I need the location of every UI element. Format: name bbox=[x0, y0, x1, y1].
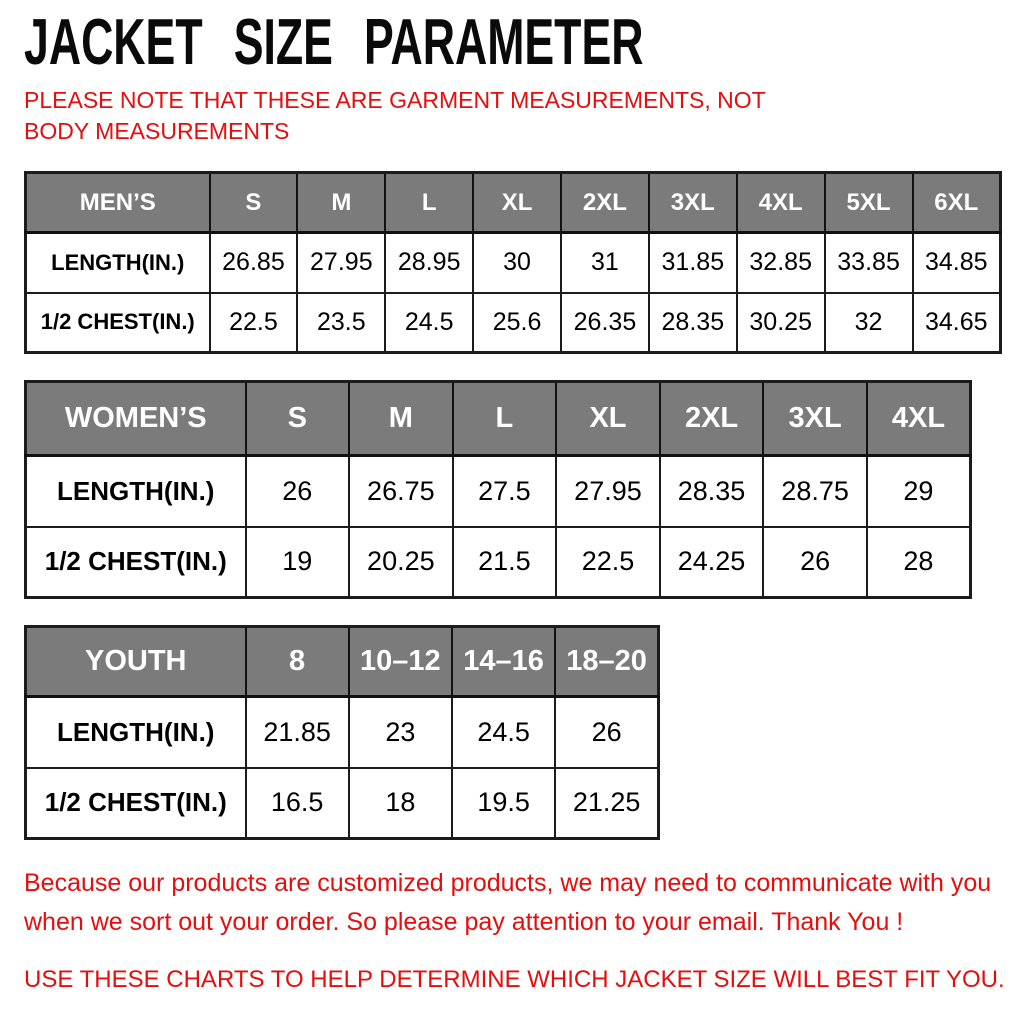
youth-length-row: LENGTH(IN.) 21.85 23 24.5 26 bbox=[24, 695, 660, 769]
womens-size-table: WOMEN’S S M L XL 2XL 3XL 4XL LENGTH(IN.)… bbox=[24, 380, 972, 600]
youth-length-value: 21.85 bbox=[244, 695, 350, 769]
mens-length-label: LENGTH(IN.) bbox=[24, 231, 211, 294]
chart-usage-instruction: USE THESE CHARTS TO HELP DETERMINE WHICH… bbox=[24, 965, 1005, 993]
mens-chest-value: 23.5 bbox=[296, 291, 387, 354]
youth-size-table: YOUTH 8 10–12 14–16 18–20 LENGTH(IN.) 21… bbox=[24, 625, 660, 841]
mens-length-value: 28.95 bbox=[384, 231, 475, 294]
womens-length-label: LENGTH(IN.) bbox=[24, 454, 247, 528]
womens-size-col-xl: XL bbox=[555, 380, 661, 458]
youth-table-title: YOUTH bbox=[24, 625, 247, 699]
mens-size-col-6xl: 6XL bbox=[911, 171, 1002, 235]
womens-size-col-3xl: 3XL bbox=[762, 380, 868, 458]
youth-chest-row: 1/2 CHEST(IN.) 16.5 18 19.5 21.25 bbox=[24, 766, 660, 840]
youth-length-value: 23 bbox=[347, 695, 454, 769]
mens-header-row: MEN’S S M L XL 2XL 3XL 4XL 5XL 6XL bbox=[24, 171, 1002, 235]
womens-size-col-4xl: 4XL bbox=[865, 380, 972, 458]
womens-length-value: 28.75 bbox=[762, 454, 868, 528]
youth-size-col-10-12: 10–12 bbox=[347, 625, 454, 699]
womens-chest-value: 22.5 bbox=[555, 525, 661, 599]
womens-chest-value: 20.25 bbox=[348, 525, 454, 599]
youth-chest-value: 18 bbox=[347, 766, 454, 840]
womens-length-value: 26 bbox=[244, 454, 351, 528]
page-title: JACKET SIZE PARAMETER bbox=[24, 6, 644, 79]
mens-length-value: 31.85 bbox=[647, 231, 738, 294]
womens-size-col-s: S bbox=[244, 380, 351, 458]
mens-chest-row: 1/2 CHEST(IN.) 22.5 23.5 24.5 25.6 26.35… bbox=[24, 291, 1002, 354]
womens-size-col-l: L bbox=[451, 380, 558, 458]
womens-length-value: 26.75 bbox=[348, 454, 454, 528]
mens-length-value: 31 bbox=[560, 231, 650, 294]
youth-chest-value: 19.5 bbox=[450, 766, 557, 840]
womens-chest-value: 21.5 bbox=[451, 525, 558, 599]
mens-chest-value: 30.25 bbox=[735, 291, 826, 354]
mens-chest-value: 22.5 bbox=[208, 291, 299, 354]
womens-header-row: WOMEN’S S M L XL 2XL 3XL 4XL bbox=[24, 380, 972, 458]
womens-chest-value: 24.25 bbox=[658, 525, 765, 599]
customization-notice: Because our products are customized prod… bbox=[24, 869, 992, 936]
womens-chest-value: 26 bbox=[762, 525, 868, 599]
youth-length-value: 24.5 bbox=[450, 695, 557, 769]
mens-length-row: LENGTH(IN.) 26.85 27.95 28.95 30 31 31.8… bbox=[24, 231, 1002, 294]
garment-measurement-note: PLEASE NOTE THAT THESE ARE GARMENT MEASU… bbox=[24, 87, 766, 145]
mens-size-col-3xl: 3XL bbox=[647, 171, 738, 235]
womens-size-col-m: M bbox=[348, 380, 454, 458]
mens-size-col-2xl: 2XL bbox=[560, 171, 650, 235]
womens-chest-label: 1/2 CHEST(IN.) bbox=[24, 525, 247, 599]
mens-size-col-4xl: 4XL bbox=[735, 171, 826, 235]
youth-chest-value: 16.5 bbox=[244, 766, 350, 840]
mens-length-value: 27.95 bbox=[296, 231, 387, 294]
mens-size-table: MEN’S S M L XL 2XL 3XL 4XL 5XL 6XL LENGT… bbox=[24, 171, 1002, 355]
youth-header-row: YOUTH 8 10–12 14–16 18–20 bbox=[24, 625, 660, 699]
mens-size-col-xl: XL bbox=[472, 171, 562, 235]
womens-length-value: 29 bbox=[865, 454, 972, 528]
mens-chest-label: 1/2 CHEST(IN.) bbox=[24, 291, 211, 354]
youth-length-value: 26 bbox=[554, 695, 660, 769]
mens-length-value: 33.85 bbox=[823, 231, 914, 294]
mens-length-value: 32.85 bbox=[735, 231, 826, 294]
mens-size-col-5xl: 5XL bbox=[823, 171, 914, 235]
mens-chest-value: 34.65 bbox=[911, 291, 1002, 354]
mens-table-title: MEN’S bbox=[24, 171, 211, 235]
youth-length-label: LENGTH(IN.) bbox=[24, 695, 247, 769]
womens-table-title: WOMEN’S bbox=[24, 380, 247, 458]
womens-chest-value: 19 bbox=[244, 525, 351, 599]
youth-size-col-14-16: 14–16 bbox=[450, 625, 557, 699]
mens-size-col-l: L bbox=[384, 171, 475, 235]
womens-length-value: 28.35 bbox=[658, 454, 765, 528]
mens-length-value: 30 bbox=[472, 231, 562, 294]
mens-chest-value: 28.35 bbox=[647, 291, 738, 354]
mens-chest-value: 32 bbox=[823, 291, 914, 354]
mens-length-value: 26.85 bbox=[208, 231, 299, 294]
youth-chest-value: 21.25 bbox=[554, 766, 660, 840]
mens-chest-value: 26.35 bbox=[560, 291, 650, 354]
youth-size-col-18-20: 18–20 bbox=[554, 625, 660, 699]
womens-length-value: 27.95 bbox=[555, 454, 661, 528]
mens-size-col-s: S bbox=[208, 171, 299, 235]
womens-chest-value: 28 bbox=[865, 525, 972, 599]
youth-size-col-8: 8 bbox=[244, 625, 350, 699]
womens-chest-row: 1/2 CHEST(IN.) 19 20.25 21.5 22.5 24.25 … bbox=[24, 525, 972, 599]
youth-chest-label: 1/2 CHEST(IN.) bbox=[24, 766, 247, 840]
womens-size-col-2xl: 2XL bbox=[658, 380, 765, 458]
mens-chest-value: 24.5 bbox=[384, 291, 475, 354]
size-chart-page: JACKET SIZE PARAMETER PLEASE NOTE THAT T… bbox=[24, 6, 1005, 993]
womens-length-row: LENGTH(IN.) 26 26.75 27.5 27.95 28.35 28… bbox=[24, 454, 972, 528]
mens-size-col-m: M bbox=[296, 171, 387, 235]
mens-length-value: 34.85 bbox=[911, 231, 1002, 294]
mens-chest-value: 25.6 bbox=[472, 291, 562, 354]
womens-length-value: 27.5 bbox=[451, 454, 558, 528]
